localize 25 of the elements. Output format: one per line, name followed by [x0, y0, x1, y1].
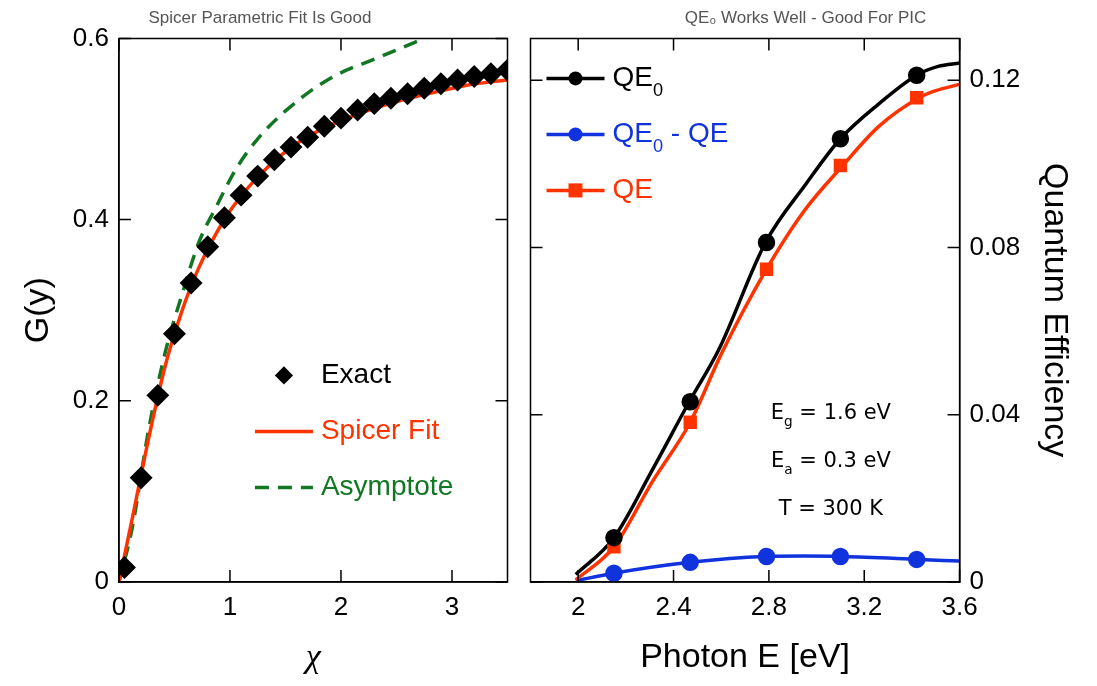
y2-tick-label: 0.12 — [969, 63, 1021, 94]
annotation: T = 300 K — [777, 495, 885, 520]
x-tick-label: 3 — [444, 590, 460, 621]
x-axis-title: χ — [302, 636, 322, 674]
y2-tick-label: 0.04 — [969, 397, 1021, 428]
legend-label: Asymptote — [320, 470, 454, 502]
x-tick-label: 2 — [570, 590, 586, 621]
x-tick-label: 3.2 — [846, 590, 883, 621]
x-tick-label: 2.8 — [750, 590, 787, 621]
y2-tick-label: 0.08 — [969, 230, 1021, 261]
legend-label: Spicer Fit — [320, 414, 440, 446]
y-axis-title: G(y) — [16, 277, 55, 344]
x-tick-label: 1 — [222, 590, 238, 621]
y-tick-label: 0.2 — [72, 383, 109, 414]
y2-axis-title: Quantum Efficiency — [1038, 163, 1077, 458]
chart-title: Spicer Parametric Fit Is Good — [148, 7, 372, 27]
y-tick-label: 0.6 — [72, 21, 109, 52]
y-tick-label: 0 — [94, 565, 109, 596]
x-tick-label: 2 — [333, 590, 349, 621]
x-tick-label: 2.4 — [655, 590, 692, 621]
legend-label: QE — [612, 173, 653, 205]
chart-title: QE₀ Works Well - Good For PIC — [684, 7, 927, 27]
x-axis-title: Photon E [eV] — [640, 635, 850, 674]
y-tick-label: 0.4 — [72, 202, 109, 233]
legend-label: Exact — [320, 358, 392, 390]
